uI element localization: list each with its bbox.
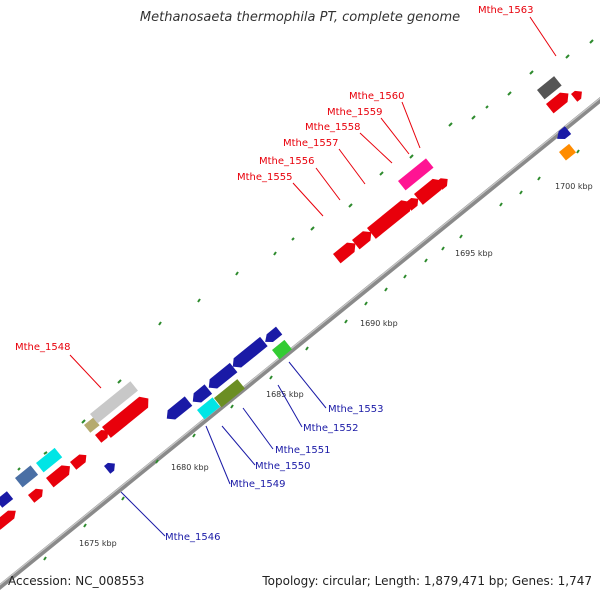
gene-block (537, 76, 562, 100)
genome-backbone-highlight (0, 97, 600, 586)
gene-block (559, 143, 577, 161)
accession-label: Accession: NC_008553 (8, 574, 145, 588)
gene-arrow (546, 92, 569, 114)
gene-arrow (405, 197, 419, 211)
gene-label-mthe-1559: Mthe_1559 (327, 107, 383, 118)
gene-arrow (557, 126, 572, 139)
gene-arrow (104, 462, 115, 474)
gene-block (0, 491, 14, 508)
gene-arrow (232, 336, 268, 368)
gene-arrow (95, 429, 109, 443)
gene-arrow (102, 396, 149, 438)
gene-features (0, 76, 582, 530)
gene-label-mthe-1560: Mthe_1560 (349, 91, 405, 102)
gene-arrow (28, 488, 43, 503)
gene-block (84, 417, 100, 433)
gene-arrow (70, 454, 87, 470)
gene-label-mthe-1557: Mthe_1557 (283, 138, 339, 149)
gene-arrow (367, 200, 411, 239)
gene-arrow (571, 90, 582, 102)
label-leaders-bottom (120, 361, 327, 537)
gene-arrow (352, 231, 372, 250)
gene-block (90, 381, 138, 424)
gene-block (15, 465, 39, 488)
map-title: Methanosaeta thermophila PT, complete ge… (139, 10, 461, 25)
gene-label-mthe-1550: Mthe_1550 (255, 461, 311, 472)
scale-label-1675: 1675 kbp (79, 539, 117, 548)
scale-label-1690: 1690 kbp (360, 319, 398, 328)
gene-arrow (414, 178, 442, 205)
scale-label-1700: 1700 kbp (555, 182, 593, 191)
gene-arrow (265, 326, 283, 342)
scale-label-1685: 1685 kbp (266, 390, 304, 399)
gene-arrow (436, 178, 448, 190)
gene-arrow (192, 384, 213, 403)
gene-label-mthe-1553: Mthe_1553 (328, 404, 384, 415)
genome-summary-label: Topology: circular; Length: 1,879,471 bp… (262, 574, 592, 588)
gene-label-mthe-1549: Mthe_1549 (230, 479, 286, 490)
scale-ticks-upper (17, 39, 594, 471)
gene-label-mthe-1552: Mthe_1552 (303, 423, 359, 434)
scale-label-1695: 1695 kbp (455, 249, 493, 258)
gene-block (197, 397, 221, 420)
gene-label-mthe-1546: Mthe_1546 (165, 532, 221, 543)
gene-block (398, 158, 434, 191)
scale-label-1680: 1680 kbp (171, 463, 209, 472)
gene-block (272, 339, 292, 360)
gene-arrow (208, 362, 238, 389)
label-leaders-top (69, 16, 557, 389)
gene-arrow (0, 510, 16, 530)
gene-label-mthe-1558: Mthe_1558 (305, 122, 361, 133)
gene-arrow (166, 396, 193, 420)
gene-label-mthe-1556: Mthe_1556 (259, 156, 315, 167)
gene-label-mthe-1551: Mthe_1551 (275, 445, 331, 456)
gene-arrow (333, 242, 356, 264)
gene-block (214, 379, 245, 408)
scale-ticks-lower (43, 149, 580, 561)
gene-block (36, 447, 63, 473)
gene-label-mthe-1563: Mthe_1563 (478, 5, 534, 16)
genome-backbone (0, 97, 600, 590)
gene-label-mthe-1555: Mthe_1555 (237, 172, 293, 183)
gene-arrow (46, 465, 70, 488)
gene-label-mthe-1548: Mthe_1548 (15, 342, 71, 353)
